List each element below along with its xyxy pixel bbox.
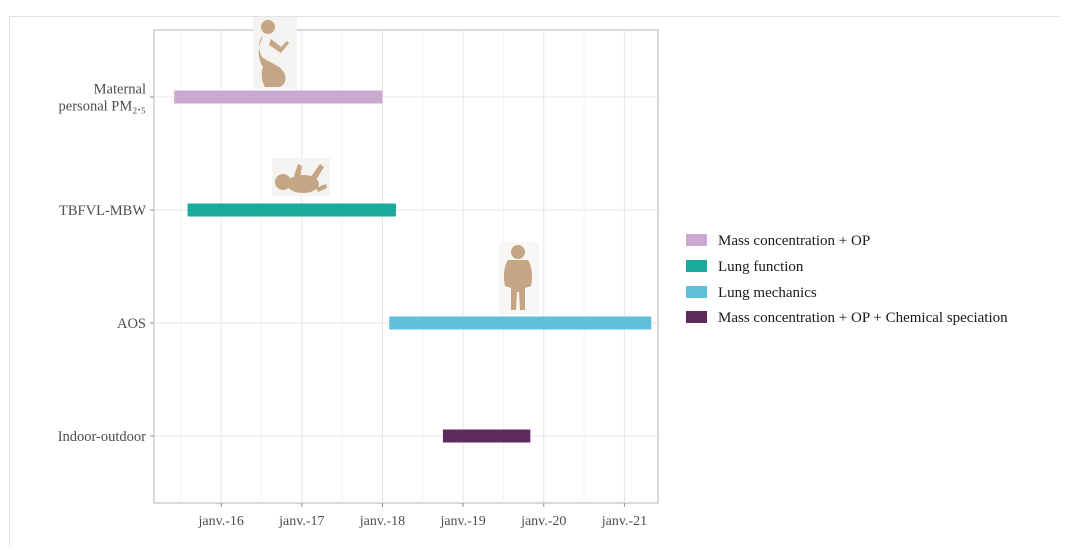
bar-1 [174, 90, 383, 104]
child-icon [499, 242, 539, 314]
icon-body [504, 260, 532, 310]
icon-body [287, 175, 319, 193]
x-tick-label: janv.-18 [359, 514, 405, 529]
x-tick-label: janv.-16 [198, 514, 244, 529]
icon-foot [316, 184, 327, 192]
legend: Mass concentration + OP Lung function Lung… [686, 233, 1008, 326]
figure-frame [9, 16, 1060, 547]
icons [253, 17, 539, 314]
legend-label-2: Lung function [718, 259, 804, 275]
category-label: personal PM₂.₅ [59, 99, 146, 115]
icon-body [258, 35, 286, 87]
bar-4 [442, 429, 531, 443]
icon-arm [294, 164, 302, 178]
x-tick-label: janv.-17 [278, 514, 324, 529]
x-tick-label: janv.-21 [601, 514, 647, 529]
legend-key-4 [686, 311, 707, 323]
bar-3 [389, 316, 652, 330]
gridlines [154, 30, 658, 507]
icon-head [275, 174, 291, 190]
icon-head [511, 245, 525, 259]
category-label: AOS [117, 316, 146, 332]
pregnant-woman-icon [253, 17, 297, 89]
bars [174, 90, 652, 443]
icon-head [261, 20, 275, 34]
category-label: Maternal [94, 82, 146, 98]
x-tick-label: janv.-20 [520, 514, 566, 529]
infant-icon [272, 158, 330, 196]
legend-key-3 [686, 286, 707, 298]
bar-2 [187, 203, 396, 217]
x-tick-label: janv.-19 [439, 514, 485, 529]
category-label: Indoor-outdoor [58, 429, 146, 445]
category-label: TBFVL-MBW [59, 203, 146, 219]
legend-key-1 [686, 234, 707, 246]
icon-leg [310, 164, 324, 180]
legend-label-1: Mass concentration + OP [718, 233, 870, 249]
plot-panel [153, 29, 659, 504]
icon-arm [269, 39, 289, 53]
legend-key-2 [686, 260, 707, 272]
legend-label-4: Mass concentration + OP + Chemical speci… [718, 310, 1008, 326]
legend-label-3: Lung mechanics [718, 285, 817, 301]
x-tick-labels: janv.-16 janv.-17 janv.-18 janv.-19 janv.-20… [198, 514, 648, 529]
